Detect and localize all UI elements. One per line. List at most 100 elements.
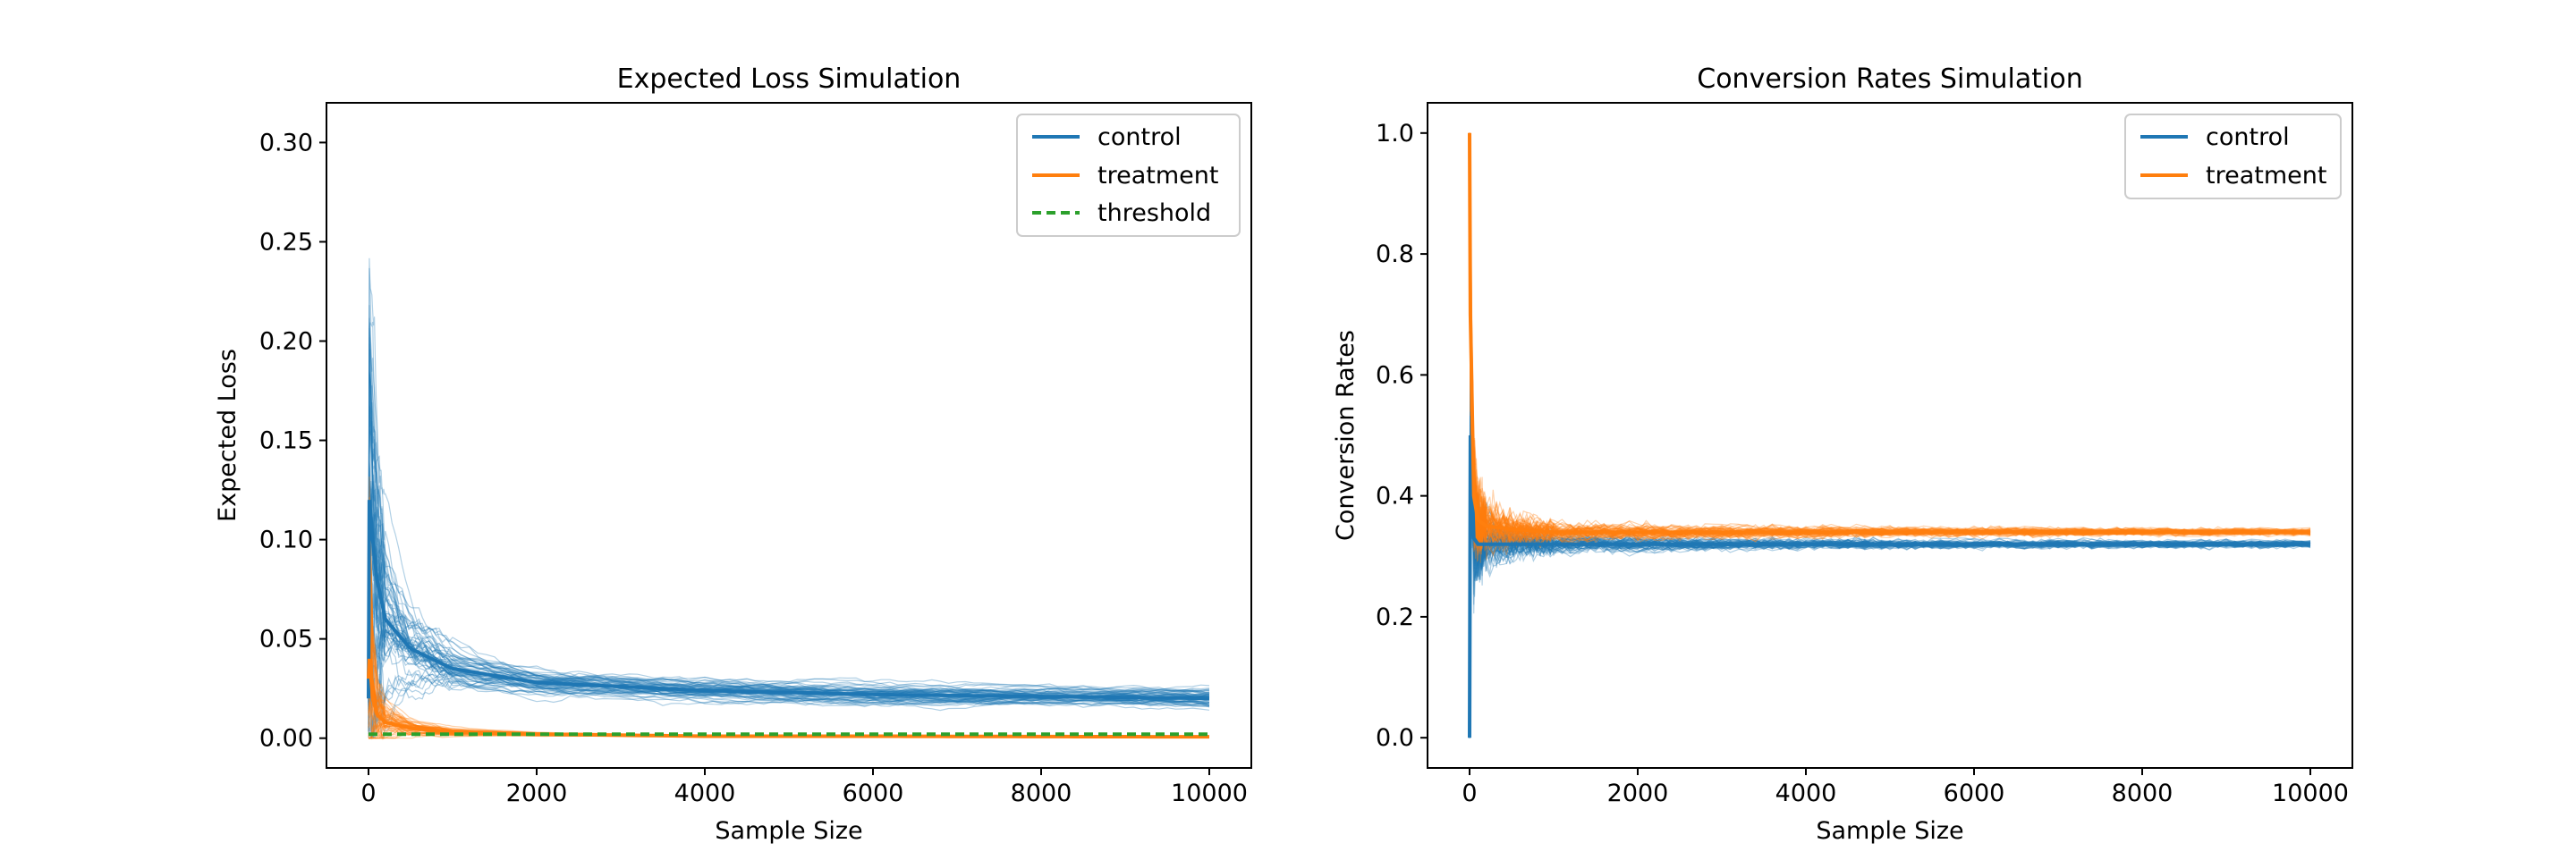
run-line-control [1469, 426, 2311, 738]
y-axis-label: Conversion Rates [1332, 330, 1360, 541]
series-line-control [1468, 434, 2310, 738]
run-line-control [1469, 430, 2311, 738]
y-ticks: 0.0 0.2 0.4 0.6 0.8 1.0 [1376, 120, 1428, 752]
run-line-control [1469, 458, 2311, 738]
run-line-treatment [1469, 212, 2311, 544]
run-line-control [368, 392, 1210, 705]
run-line-control [368, 542, 1210, 704]
run-line-control [368, 267, 1210, 698]
run-line-control [368, 511, 1210, 704]
run-line-control [368, 343, 1210, 695]
run-line-control [1469, 352, 2311, 713]
run-line-control [1469, 425, 2311, 719]
y-tick-label: 0.15 [259, 427, 313, 455]
run-line-control [1469, 402, 2311, 738]
run-line-control [1469, 415, 2311, 707]
run-line-control [368, 667, 1210, 739]
series-lines [1468, 132, 2310, 738]
run-line-treatment [368, 602, 1210, 738]
x-tick-label: 10000 [2272, 780, 2349, 807]
run-line-control [1469, 442, 2311, 738]
run-line-control [1469, 424, 2311, 727]
x-ticks: 0 2000 4000 6000 8000 10000 [1462, 768, 2349, 807]
run-line-control [368, 337, 1210, 698]
run-line-treatment [1469, 167, 2311, 561]
run-line-control [368, 398, 1210, 696]
run-line-control [1469, 426, 2311, 729]
run-line-control [368, 371, 1210, 703]
run-line-control [1469, 427, 2311, 724]
run-line-treatment [1469, 156, 2311, 545]
y-tick-label: 0.25 [259, 228, 313, 256]
run-line-control [1469, 408, 2311, 738]
run-line-treatment [1469, 132, 2311, 543]
chart-expected-loss: Expected Loss Simulation Sample Size Exp… [214, 63, 1252, 845]
run-line-treatment [1469, 304, 2311, 552]
run-line-treatment [1469, 160, 2311, 544]
run-line-treatment [1469, 132, 2311, 538]
series-line-treatment [1468, 132, 2310, 535]
run-line-treatment [1469, 172, 2311, 555]
chart-conversion-rates: Conversion Rates Simulation Sample Size … [1332, 63, 2353, 845]
run-line-control [368, 375, 1210, 708]
run-line-control [1469, 474, 2311, 738]
run-line-treatment [1469, 191, 2311, 543]
legend-label-treatment: treatment [1097, 162, 1218, 190]
run-line-treatment [368, 525, 1210, 738]
y-ticks: 0.00 0.05 0.10 0.15 0.20 0.25 0.30 [259, 129, 326, 753]
run-line-control [368, 529, 1210, 706]
legend-box [1016, 114, 1241, 237]
run-line-control [368, 478, 1210, 711]
run-line-control [1469, 434, 2311, 730]
x-tick-label: 10000 [1171, 780, 1248, 807]
x-tick-label: 2000 [506, 780, 568, 807]
run-line-control [1469, 435, 2311, 738]
x-tick-label: 0 [1462, 780, 1477, 807]
y-tick-label: 0.4 [1376, 483, 1414, 510]
x-tick-label: 2000 [1607, 780, 1669, 807]
run-line-control [368, 460, 1210, 699]
run-line-control [368, 480, 1210, 705]
run-line-control [1469, 441, 2311, 738]
run-line-control [368, 495, 1210, 712]
legend: control treatment [2124, 114, 2342, 199]
y-tick-label: 0.05 [259, 626, 313, 654]
run-line-treatment [1469, 191, 2311, 538]
run-line-control [1469, 465, 2311, 738]
run-line-control [1469, 424, 2311, 735]
run-line-control [1469, 477, 2311, 738]
series-lines [367, 500, 1210, 739]
legend-label-control: control [1097, 123, 1182, 151]
chart-title: Conversion Rates Simulation [1697, 63, 2082, 95]
run-line-treatment [368, 559, 1209, 738]
legend-label-threshold: threshold [1097, 199, 1211, 227]
run-line-control [368, 521, 1210, 706]
run-line-control [1469, 472, 2311, 694]
y-tick-label: 0.00 [259, 725, 313, 753]
run-line-control [368, 317, 1210, 700]
chart-title: Expected Loss Simulation [617, 63, 962, 95]
legend-label-control: control [2206, 123, 2290, 151]
run-line-control [368, 328, 1210, 703]
run-line-treatment [1469, 148, 2311, 543]
run-line-control [368, 392, 1210, 707]
run-line-control [1469, 423, 2311, 738]
run-line-control [368, 565, 1210, 714]
run-line-treatment [1469, 148, 2311, 538]
run-line-control [368, 493, 1210, 704]
x-tick-label: 8000 [2112, 780, 2174, 807]
run-line-control [368, 390, 1210, 702]
plot-frame [1427, 102, 2353, 769]
run-line-treatment [368, 551, 1209, 738]
run-line-treatment [1469, 149, 2311, 543]
legend-label-treatment: treatment [2206, 162, 2326, 190]
run-line-control [368, 553, 1210, 728]
run-line-control [368, 488, 1210, 710]
run-line-treatment [368, 544, 1210, 738]
run-line-treatment [1469, 182, 2311, 562]
run-lines [1469, 132, 2311, 738]
run-line-treatment [1469, 232, 2311, 550]
legend: control treatment threshold [1016, 114, 1241, 237]
run-line-control [1469, 473, 2311, 738]
